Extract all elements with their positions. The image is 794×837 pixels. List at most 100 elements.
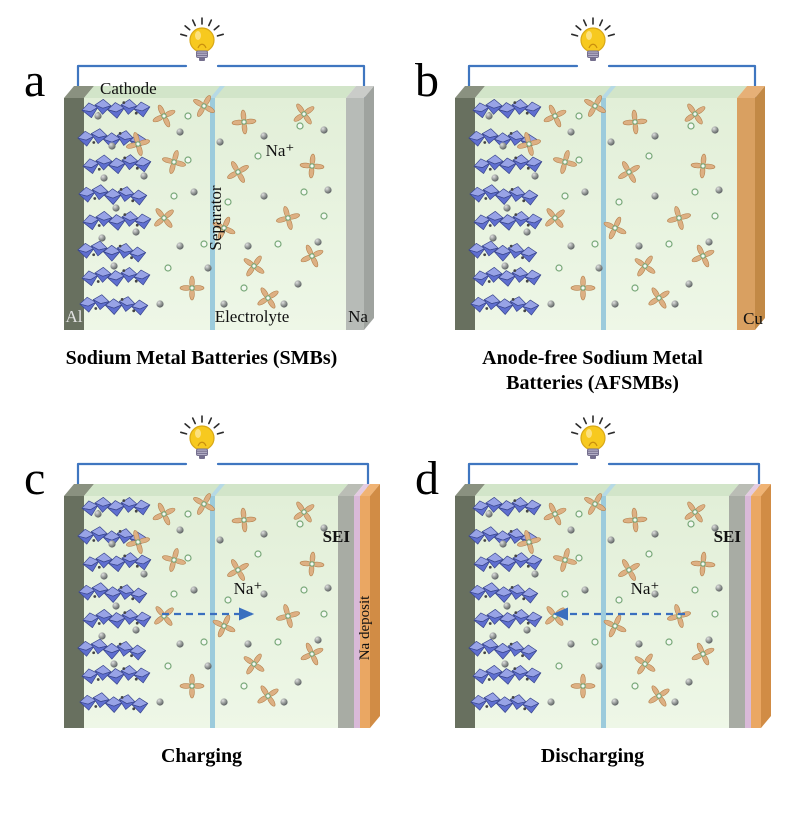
na-electrode-top bbox=[345, 86, 374, 98]
anion-icon bbox=[163, 662, 172, 670]
na-ion-icon bbox=[566, 128, 575, 136]
cu-electrode-top bbox=[750, 484, 771, 496]
panel-letter: b bbox=[415, 54, 439, 107]
light-bulb-icon bbox=[179, 415, 224, 460]
panel-letter: d bbox=[415, 452, 439, 505]
panel-c-caption: Charging bbox=[161, 744, 242, 796]
na-ion-icon bbox=[530, 570, 539, 578]
na-ion-icon bbox=[175, 640, 184, 648]
na-ion-icon bbox=[175, 128, 184, 136]
cathode-label: Cathode bbox=[100, 79, 157, 98]
na-deposit-front bbox=[337, 496, 354, 728]
light-bulb-icon bbox=[570, 17, 615, 62]
na-ion-icon bbox=[522, 228, 531, 236]
na-ion-icon bbox=[111, 602, 120, 610]
na-ion-icon bbox=[490, 572, 499, 580]
na-ion-icon bbox=[279, 698, 288, 706]
na-ion-icon bbox=[546, 698, 555, 706]
na-ion-icon bbox=[502, 602, 511, 610]
anion-icon bbox=[299, 586, 308, 594]
na-ion-icon bbox=[566, 526, 575, 534]
cu-electrode-side bbox=[754, 86, 765, 330]
na-ion-icon bbox=[319, 126, 328, 134]
sei-layer-front bbox=[744, 496, 751, 728]
anion-icon bbox=[630, 682, 639, 690]
sei-layer-top bbox=[744, 484, 761, 496]
na-ion-icon bbox=[243, 242, 252, 250]
na-ion-icon bbox=[610, 300, 619, 308]
anion-icon bbox=[239, 284, 248, 292]
na-ion-icon bbox=[243, 640, 252, 648]
anion-icon bbox=[183, 156, 192, 164]
cu-electrode-front bbox=[750, 496, 761, 728]
al-electrode-front bbox=[454, 496, 475, 728]
na-ion-icon bbox=[488, 234, 497, 242]
na-ion-icon bbox=[580, 188, 589, 196]
na-ion-icon bbox=[490, 174, 499, 182]
na-ion-icon bbox=[594, 264, 603, 272]
na-deposit-top bbox=[728, 484, 755, 496]
panel-letter: c bbox=[24, 452, 45, 505]
cu-electrode-front bbox=[359, 496, 370, 728]
na-ion-icon bbox=[500, 262, 509, 270]
na-ion-icon bbox=[259, 530, 268, 538]
panel-letter: a bbox=[24, 54, 45, 107]
na-ion-icon bbox=[93, 510, 102, 518]
caption-text: Charging bbox=[160, 745, 243, 767]
na-deposit-label: Na deposit bbox=[357, 595, 373, 660]
panel-a: a Cathode Separator Na⁺ Electrolyte Al N… bbox=[6, 4, 397, 398]
anion-icon bbox=[574, 510, 583, 518]
anion-icon bbox=[169, 590, 178, 598]
panel-a-labels: a Cathode Separator Na⁺ Electrolyte Al N… bbox=[24, 54, 368, 326]
cu-electrode-top bbox=[736, 86, 765, 98]
anion-icon bbox=[644, 152, 653, 160]
anion-icon bbox=[299, 188, 308, 196]
anion-icon bbox=[690, 586, 699, 594]
na-ion-icon bbox=[155, 698, 164, 706]
na-ion-icon bbox=[610, 698, 619, 706]
sei-label: SEI bbox=[322, 527, 350, 546]
anion-icon bbox=[574, 112, 583, 120]
anion-icon bbox=[554, 264, 563, 272]
na-ion-icon bbox=[530, 172, 539, 180]
anion-icon bbox=[223, 198, 232, 206]
na-ion-icon bbox=[634, 640, 643, 648]
anion-icon bbox=[319, 212, 328, 220]
anion-icon bbox=[590, 638, 599, 646]
cu-electrode-side bbox=[760, 484, 771, 728]
anion-icon bbox=[710, 610, 719, 618]
sei-label: SEI bbox=[713, 527, 741, 546]
cu-electrode-front bbox=[736, 98, 755, 330]
na-ion-icon bbox=[670, 698, 679, 706]
na-ion-icon bbox=[710, 126, 719, 134]
anion-icon bbox=[199, 638, 208, 646]
na-ion-icon bbox=[684, 678, 693, 686]
na-ion-icon bbox=[97, 632, 106, 640]
anion-icon bbox=[560, 192, 569, 200]
battery-cell bbox=[454, 484, 771, 728]
caption-text-line2: Batteries (AFSMBs) bbox=[506, 372, 679, 394]
na-ion-icon bbox=[634, 242, 643, 250]
na-ion-icon bbox=[594, 662, 603, 670]
na-ion-icon bbox=[189, 188, 198, 196]
al-electrode-front bbox=[63, 98, 84, 330]
anion-icon bbox=[574, 554, 583, 562]
anion-icon bbox=[253, 152, 262, 160]
na-ion-icon bbox=[203, 264, 212, 272]
anion-icon bbox=[614, 596, 623, 604]
na-ion-icon bbox=[323, 186, 332, 194]
anion-icon bbox=[273, 240, 282, 248]
na-ion-icon bbox=[498, 540, 507, 548]
na-ion-icon bbox=[155, 300, 164, 308]
na-ion-icon bbox=[606, 138, 615, 146]
na-ion-icon bbox=[99, 174, 108, 182]
al-label: Al bbox=[65, 307, 82, 326]
anion-icon bbox=[690, 188, 699, 196]
na-ion-icon bbox=[109, 262, 118, 270]
na-ion-icon bbox=[650, 530, 659, 538]
anion-icon bbox=[664, 638, 673, 646]
panel-a-diagram: a Cathode Separator Na⁺ Electrolyte Al N… bbox=[24, 17, 374, 330]
panel-d: d SEI Na⁺ Discharging bbox=[397, 402, 788, 796]
anion-icon bbox=[295, 122, 304, 130]
na-ion-icon bbox=[714, 584, 723, 592]
